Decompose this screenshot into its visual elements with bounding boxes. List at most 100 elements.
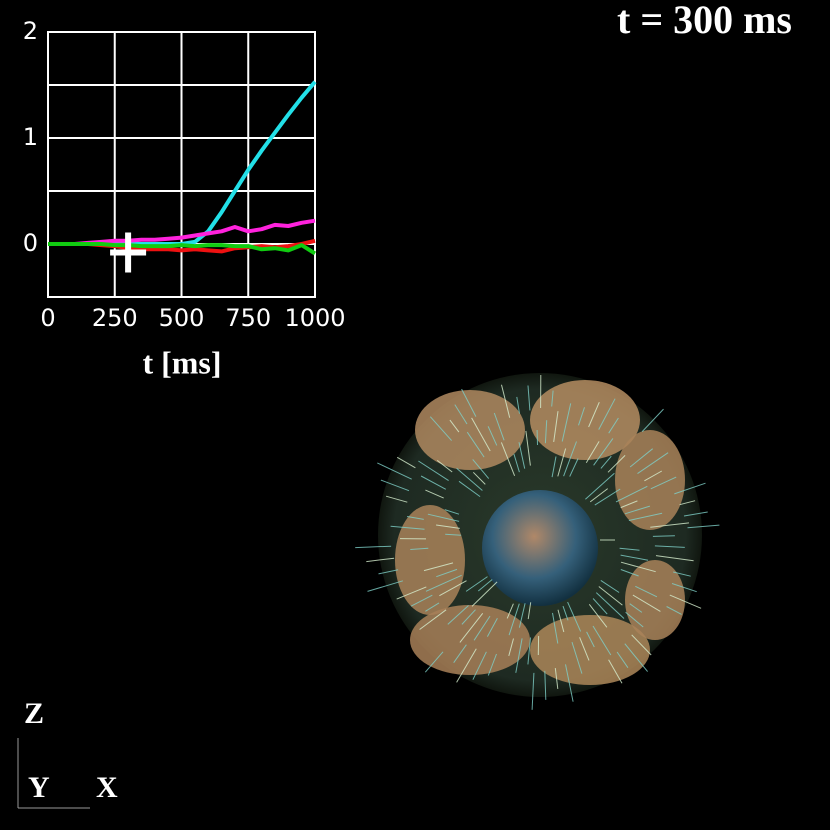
velocity-needle <box>473 615 491 641</box>
velocity-needle <box>554 668 559 689</box>
velocity-needle <box>620 554 649 561</box>
velocity-needle <box>588 402 600 428</box>
velocity-needle <box>654 545 685 548</box>
velocity-needle <box>425 489 444 499</box>
y-tick-label: 1 <box>23 123 38 151</box>
velocity-needle <box>465 576 488 592</box>
velocity-needle <box>518 442 526 469</box>
x-axis-label: t [ms] <box>142 344 221 380</box>
velocity-needle <box>423 562 454 572</box>
velocity-needle <box>557 448 567 477</box>
velocity-needle <box>589 488 609 503</box>
lobe <box>615 430 685 530</box>
simulation-render <box>355 373 720 710</box>
lobe <box>530 615 650 685</box>
velocity-needle <box>501 384 511 418</box>
velocity-needle <box>445 533 462 536</box>
velocity-needle <box>641 408 664 432</box>
velocity-needle <box>551 390 554 407</box>
velocity-needle <box>525 430 531 466</box>
velocity-needle <box>447 605 469 625</box>
velocity-needle <box>625 611 644 628</box>
velocity-needle <box>366 557 395 563</box>
velocity-needle <box>671 583 697 593</box>
time-cursor <box>110 232 147 273</box>
velocity-needle <box>569 458 579 477</box>
x-tick-label: 1000 <box>284 304 345 332</box>
velocity-needle <box>544 420 548 444</box>
velocity-needle <box>527 602 532 620</box>
velocity-needle <box>449 419 460 433</box>
time-title: t = 300 ms <box>617 0 792 42</box>
velocity-needle <box>472 651 487 680</box>
velocity-needle <box>571 641 583 674</box>
x-tick-label: 500 <box>159 304 205 332</box>
velocity-needle <box>410 594 433 607</box>
velocity-field <box>355 374 720 710</box>
velocity-needle <box>652 535 675 537</box>
velocity-needle <box>679 500 696 506</box>
velocity-needle <box>628 512 663 521</box>
velocity-needle <box>632 594 661 612</box>
velocity-needle <box>506 603 514 619</box>
x-tick-label: 0 <box>40 304 55 332</box>
velocity-needle <box>424 651 444 673</box>
velocity-needle <box>619 547 640 551</box>
velocity-needle <box>472 471 486 485</box>
velocity-needle <box>669 594 702 609</box>
velocity-needle <box>487 653 497 676</box>
velocity-needle <box>516 396 520 414</box>
velocity-needle <box>377 462 412 480</box>
velocity-needle <box>531 672 535 710</box>
velocity-needle <box>683 511 708 517</box>
velocity-needle <box>592 598 608 615</box>
velocity-needle <box>471 417 491 452</box>
velocity-needle <box>500 442 516 476</box>
lobe <box>415 390 525 470</box>
velocity-needle <box>629 448 654 468</box>
x-tick-label: 250 <box>92 304 138 332</box>
velocity-needle <box>425 602 440 612</box>
velocity-needle <box>551 456 557 478</box>
velocity-needle <box>557 609 565 633</box>
velocity-needle <box>486 617 498 637</box>
velocity-needle <box>390 525 425 530</box>
velocity-needle <box>588 603 608 628</box>
series-line <box>48 242 317 256</box>
velocity-needle <box>436 460 453 473</box>
velocity-needle <box>425 574 462 592</box>
velocity-needle <box>644 470 663 482</box>
velocity-needle <box>579 637 590 661</box>
velocity-needle <box>459 612 484 643</box>
velocity-needle <box>585 441 600 464</box>
velocity-needle <box>666 606 682 615</box>
velocity-needle <box>608 417 619 434</box>
velocity-needle <box>410 547 429 550</box>
x-tick-label: 750 <box>225 304 271 332</box>
velocity-needle <box>620 569 639 577</box>
velocity-needle <box>635 585 658 598</box>
velocity-needle <box>631 634 652 656</box>
velocity-needle <box>527 637 531 665</box>
velocity-needle <box>595 592 625 619</box>
velocity-needle <box>493 412 505 441</box>
velocity-needle <box>436 524 460 529</box>
velocity-needle <box>620 500 638 509</box>
velocity-needle <box>594 488 621 506</box>
velocity-needle <box>615 485 648 503</box>
velocity-needle <box>544 670 547 700</box>
velocity-needle <box>650 476 677 490</box>
velocity-needle <box>407 516 424 520</box>
velocity-needle <box>508 603 520 636</box>
velocity-needle <box>419 609 447 630</box>
velocity-needle <box>585 472 615 500</box>
y-tick-label: 0 <box>23 229 38 257</box>
velocity-needle <box>687 524 720 529</box>
y-tick-label: 2 <box>23 17 38 45</box>
velocity-needle <box>593 438 614 466</box>
velocity-needle <box>466 431 485 458</box>
velocity-needle <box>453 644 467 663</box>
velocity-needle <box>563 441 577 477</box>
velocity-needle <box>461 609 476 625</box>
